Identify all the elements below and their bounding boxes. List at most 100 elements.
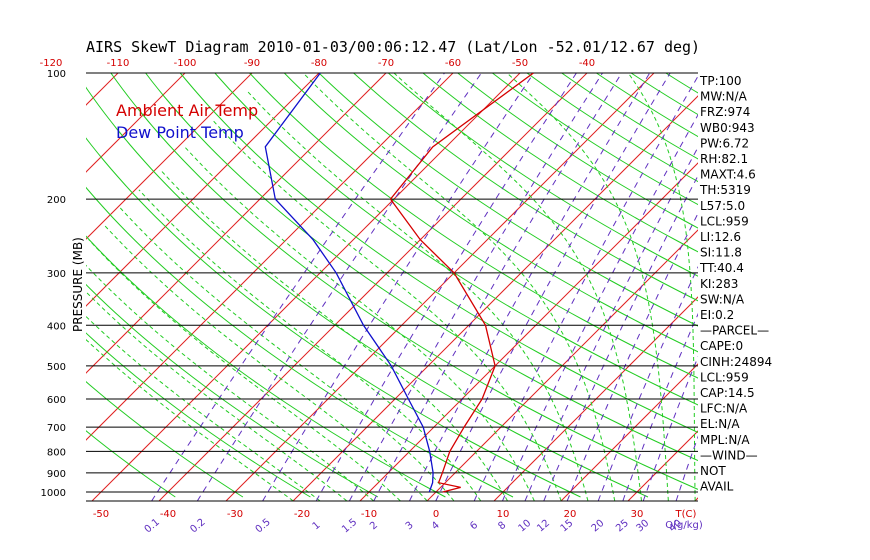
legend-ambient-air-temp: Ambient Air Temp <box>116 101 258 120</box>
dry-adiabat-line <box>145 73 698 462</box>
moist-adiabat-line <box>159 169 508 501</box>
dry-adiabat-line <box>318 73 698 327</box>
moist-adiabat-lines <box>86 73 696 501</box>
pressure-tick-label: 600 <box>47 395 66 406</box>
mixing-ratio-tick-label: 25 <box>614 518 631 535</box>
bottom-temp-tick-label: -10 <box>361 509 377 520</box>
x-axis-label: T(C) <box>675 509 697 520</box>
top-temp-tick-label: -50 <box>512 58 528 69</box>
mixing-ratio-axis-label: Q(g/kg) <box>665 520 703 531</box>
mixing-ratio-tick-label: 20 <box>590 518 607 535</box>
legend-dew-point-temp: Dew Point Temp <box>116 123 244 142</box>
mixing-ratio-tick-label: 1 <box>311 520 323 533</box>
moist-adiabat-line <box>86 315 321 501</box>
mixing-ratio-tick-label: 15 <box>559 518 576 535</box>
moist-adiabat-line <box>246 89 589 501</box>
top-temp-tick-label: -40 <box>579 58 595 69</box>
isotherm-line <box>225 73 655 501</box>
dry-adiabat-lines <box>86 73 870 498</box>
mixing-ratio-tick-label: 10 <box>516 518 533 535</box>
pressure-tick-label: 700 <box>47 423 66 434</box>
pressure-tick-label: 800 <box>47 447 66 458</box>
ambient-air-temp-line <box>389 73 534 493</box>
stability-index-label: EI:0.2 <box>700 308 734 322</box>
stability-index-label: FRZ:974 <box>700 105 750 119</box>
stability-index-label: TT:40.4 <box>699 261 744 275</box>
top-temp-tick-label: -100 <box>174 58 197 69</box>
top-temp-tick-label: -60 <box>445 58 461 69</box>
stability-index-label: MW:N/A <box>700 90 748 104</box>
pressure-tick-label: 400 <box>47 321 66 332</box>
moist-adiabat-line <box>212 120 562 501</box>
moist-adiabat-line <box>103 224 428 501</box>
isotherm-line <box>86 73 387 374</box>
mixing-ratio-line <box>409 73 651 501</box>
dew-point-temp-line <box>264 73 434 493</box>
moist-adiabat-line <box>88 239 401 501</box>
pressure-tick-label: 900 <box>47 469 66 480</box>
dry-adiabat-line <box>492 73 698 206</box>
bottom-temp-tick-label: -30 <box>227 509 243 520</box>
dry-adiabat-line <box>249 73 698 379</box>
stability-index-label: PW:6.72 <box>700 136 749 150</box>
mixing-ratio-tick-label: 12 <box>535 518 552 535</box>
stability-index-label: SW:N/A <box>700 292 745 306</box>
dry-adiabat-line <box>735 73 870 497</box>
mixing-ratio-line <box>597 265 698 501</box>
isotherm-line <box>86 73 119 106</box>
stability-index-label: NOT <box>700 464 726 478</box>
stability-index-label: —PARCEL— <box>700 324 769 338</box>
dry-adiabat-line <box>86 283 379 498</box>
mixing-ratio-line <box>348 73 603 501</box>
bottom-temp-tick-label: 0 <box>433 509 439 520</box>
dry-adiabat-line <box>422 73 698 253</box>
mixing-ratio-tick-label: 3 <box>404 520 416 533</box>
profile-series <box>264 73 534 493</box>
isotherm-line <box>91 73 521 501</box>
top-temp-tick-label: -120 <box>40 58 63 69</box>
y-axis-label: PRESSURE (MB) <box>71 237 85 332</box>
isotherm-line <box>86 73 186 173</box>
stability-index-label: TP:100 <box>699 74 742 88</box>
mixing-ratio-tick-label: 6 <box>468 520 480 533</box>
stability-index-label: —WIND— <box>700 448 758 462</box>
mixing-ratio-line <box>196 73 482 501</box>
moist-adiabat-line <box>506 73 669 501</box>
moist-adiabat-line <box>119 207 455 501</box>
dry-adiabat-line <box>179 73 698 433</box>
legend: Ambient Air Temp Dew Point Temp <box>116 101 258 142</box>
stability-index-label: L57:5.0 <box>700 199 745 213</box>
mixing-ratio-tick-label: 4 <box>430 520 442 533</box>
moist-adiabat-line <box>86 264 374 501</box>
dry-adiabat-line <box>86 381 244 498</box>
isotherm-line <box>86 73 454 441</box>
stability-index-label: WB0:943 <box>700 121 755 135</box>
stability-index-label: LFC:N/A <box>700 402 748 416</box>
dry-adiabat-line <box>86 235 446 498</box>
stability-index-label: MAXT:4.6 <box>700 168 756 182</box>
dry-adiabat-line <box>526 73 698 183</box>
mixing-ratio-line <box>373 73 623 501</box>
moist-adiabat-line <box>627 73 696 501</box>
isotherm-line <box>0 73 51 501</box>
pressure-tick-label: 1000 <box>41 488 66 499</box>
mixing-ratio-line <box>262 73 535 501</box>
dry-adiabat-line <box>86 332 311 498</box>
dry-adiabat-line <box>353 73 698 302</box>
stability-index-label: CINH:24894 <box>700 355 772 369</box>
bottom-temp-tick-label: 10 <box>497 509 510 520</box>
bottom-temp-tick-label: -50 <box>93 509 109 520</box>
isotherm-lines <box>0 73 698 501</box>
pressure-tick-label: 500 <box>47 362 66 373</box>
stability-index-label: KI:283 <box>700 277 738 291</box>
stability-index-label: RH:82.1 <box>700 152 748 166</box>
mixing-ratio-line <box>151 73 445 501</box>
mixing-ratio-lines <box>151 73 698 501</box>
mixing-ratio-tick-label: 8 <box>496 520 508 533</box>
stability-index-label: MPL:N/A <box>700 433 750 447</box>
pressure-tick-label: 300 <box>47 269 66 280</box>
stability-index-label: LCL:959 <box>700 370 749 384</box>
mixing-ratio-tick-label: 0.2 <box>188 517 207 536</box>
dry-adiabat-line <box>86 137 581 498</box>
